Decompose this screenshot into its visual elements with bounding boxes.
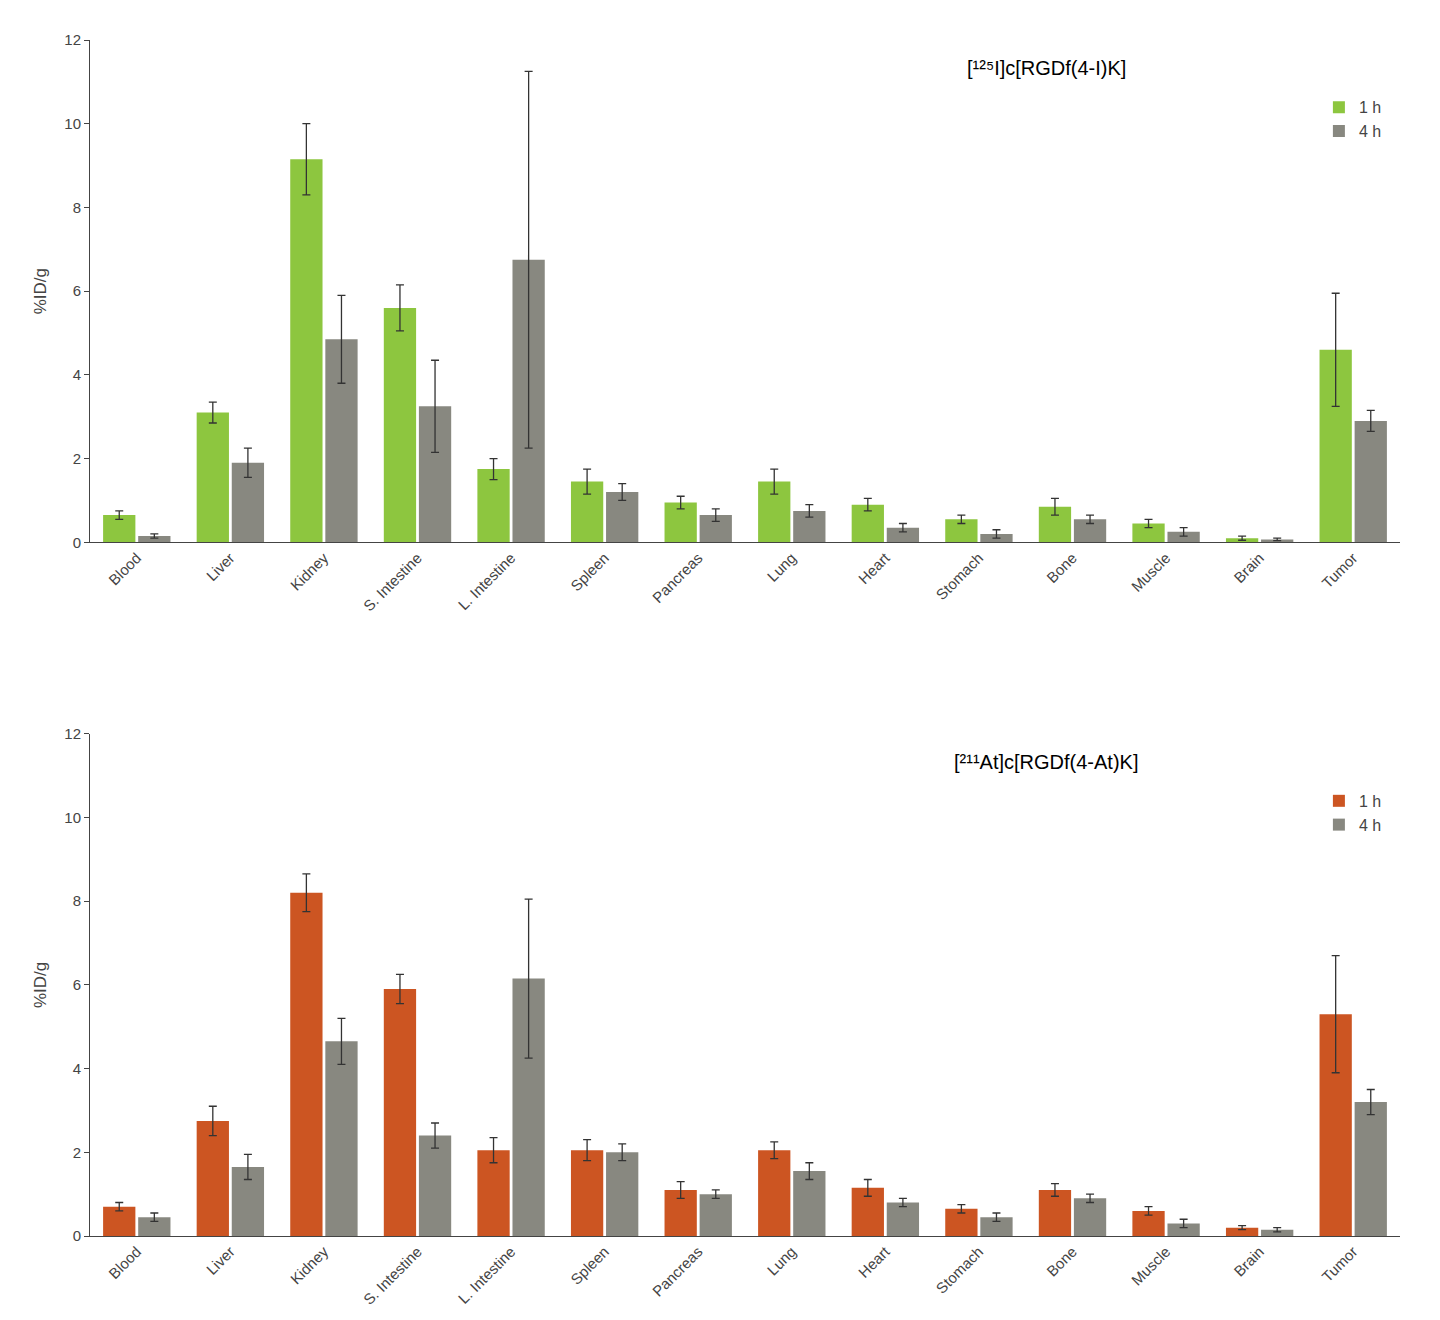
svg-text:Lung: Lung (764, 1243, 800, 1279)
svg-text:Spleen: Spleen (567, 1243, 612, 1288)
svg-text:Pancreas: Pancreas (649, 549, 706, 606)
svg-text:1 h: 1 h (1359, 99, 1381, 116)
svg-text:Blood: Blood (105, 1243, 144, 1282)
svg-text:6: 6 (73, 282, 81, 299)
svg-text:Bone: Bone (1043, 1243, 1080, 1280)
svg-text:Heart: Heart (855, 549, 894, 588)
svg-text:Bone: Bone (1043, 549, 1080, 586)
svg-text:L. Intestine: L. Intestine (455, 1243, 519, 1307)
svg-text:Brain: Brain (1230, 549, 1267, 586)
svg-text:Kidney: Kidney (287, 549, 332, 594)
svg-text:[¹²⁵I]c[RGDf(4-I)K]: [¹²⁵I]c[RGDf(4-I)K] (967, 57, 1126, 79)
svg-text:Spleen: Spleen (567, 549, 612, 594)
svg-text:Liver: Liver (203, 1243, 238, 1278)
svg-text:1 h: 1 h (1359, 793, 1381, 810)
svg-text:S. Intestine: S. Intestine (360, 549, 425, 614)
svg-text:4: 4 (73, 1060, 81, 1077)
svg-text:Pancreas: Pancreas (649, 1243, 706, 1300)
svg-text:Blood: Blood (105, 549, 144, 588)
svg-text:10: 10 (64, 809, 81, 826)
svg-text:Stomach: Stomach (932, 1243, 986, 1297)
svg-text:%ID/g: %ID/g (31, 268, 50, 314)
svg-text:8: 8 (73, 199, 81, 216)
svg-text:12: 12 (64, 725, 81, 742)
svg-text:4: 4 (73, 366, 81, 383)
svg-text:2: 2 (73, 450, 81, 467)
svg-text:Brain: Brain (1230, 1243, 1267, 1280)
svg-text:4 h: 4 h (1359, 123, 1381, 140)
svg-text:%ID/g: %ID/g (31, 962, 50, 1008)
svg-text:L. Intestine: L. Intestine (455, 549, 519, 613)
svg-text:12: 12 (64, 31, 81, 48)
svg-text:Muscle: Muscle (1128, 549, 1174, 595)
svg-text:S. Intestine: S. Intestine (360, 1243, 425, 1308)
svg-text:Lung: Lung (764, 549, 800, 585)
svg-text:4 h: 4 h (1359, 817, 1381, 834)
svg-text:6: 6 (73, 976, 81, 993)
svg-text:0: 0 (73, 1227, 81, 1244)
svg-text:2: 2 (73, 1144, 81, 1161)
svg-text:8: 8 (73, 892, 81, 909)
svg-text:10: 10 (64, 115, 81, 132)
svg-text:Heart: Heart (855, 1242, 894, 1281)
svg-text:Tumor: Tumor (1318, 549, 1360, 591)
svg-text:Kidney: Kidney (287, 1243, 332, 1288)
svg-text:Liver: Liver (203, 549, 238, 584)
svg-text:Tumor: Tumor (1318, 1243, 1360, 1285)
svg-text:0: 0 (73, 534, 81, 551)
svg-text:[²¹¹At]c[RGDf(4-At)K]: [²¹¹At]c[RGDf(4-At)K] (954, 751, 1138, 773)
svg-text:Muscle: Muscle (1128, 1243, 1174, 1289)
svg-text:Stomach: Stomach (932, 549, 986, 603)
